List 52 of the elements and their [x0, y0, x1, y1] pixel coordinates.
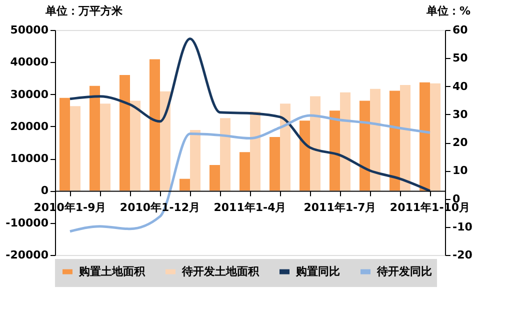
- y-tick-label: 30000: [10, 88, 49, 101]
- y-tick-label: 10000: [10, 152, 49, 166]
- bar: [180, 178, 190, 191]
- y2-tick-label: 40: [452, 80, 468, 93]
- y2-tick-label: 60: [452, 24, 468, 36]
- bar: [300, 120, 310, 191]
- bar: [420, 82, 430, 191]
- y-tick-label: 50000: [10, 24, 49, 36]
- bar: [360, 100, 370, 191]
- bar: [60, 98, 70, 191]
- bar: [330, 110, 340, 191]
- bar: [430, 83, 440, 191]
- y-axis-title: 单位：万平方米: [44, 4, 124, 18]
- x-tick-label: 2011年1-4月: [214, 201, 286, 214]
- y2-tick-label: 50: [452, 52, 468, 65]
- y-tick-label: 0: [40, 184, 49, 198]
- y2-tick-label: 20: [452, 136, 468, 149]
- legend-label: 购置土地面积: [78, 264, 146, 278]
- y2-tick-label: -10: [452, 220, 473, 234]
- y-tick-label: -20000: [6, 248, 49, 262]
- x-tick-label: 2011年1-7月: [304, 201, 376, 214]
- bar: [400, 84, 410, 191]
- line-series: [68, 37, 432, 192]
- bar: [270, 137, 280, 191]
- bar: [390, 90, 400, 191]
- legend-label: 购置同比: [295, 264, 340, 278]
- bar: [150, 59, 160, 191]
- legend-label: 待开发土地面积: [181, 264, 260, 278]
- y2-tick-label: 30: [452, 108, 468, 121]
- x-tick-label: 2010年1-12月: [120, 201, 200, 214]
- y-tick-label: 40000: [10, 56, 49, 69]
- bar: [250, 112, 260, 191]
- bar: [190, 130, 200, 191]
- bar: [210, 165, 220, 191]
- y2-tick-label: 10: [452, 164, 468, 178]
- bar: [70, 106, 80, 191]
- bar: [220, 118, 230, 191]
- bar: [240, 152, 250, 191]
- bar: [340, 92, 350, 191]
- bar: [120, 75, 130, 191]
- bar: [280, 104, 290, 191]
- y-tick-label: 20000: [10, 120, 49, 133]
- legend-label: 待开发同比: [376, 264, 432, 278]
- bar: [130, 100, 140, 191]
- y-tick-label: -10000: [6, 216, 49, 230]
- bar: [370, 88, 380, 191]
- bar: [310, 96, 320, 191]
- bar: [90, 86, 100, 191]
- y2-axis-title: 单位：%: [425, 4, 470, 18]
- y2-tick-label: -20: [452, 248, 473, 262]
- bar: [100, 104, 110, 191]
- bar: [160, 91, 170, 191]
